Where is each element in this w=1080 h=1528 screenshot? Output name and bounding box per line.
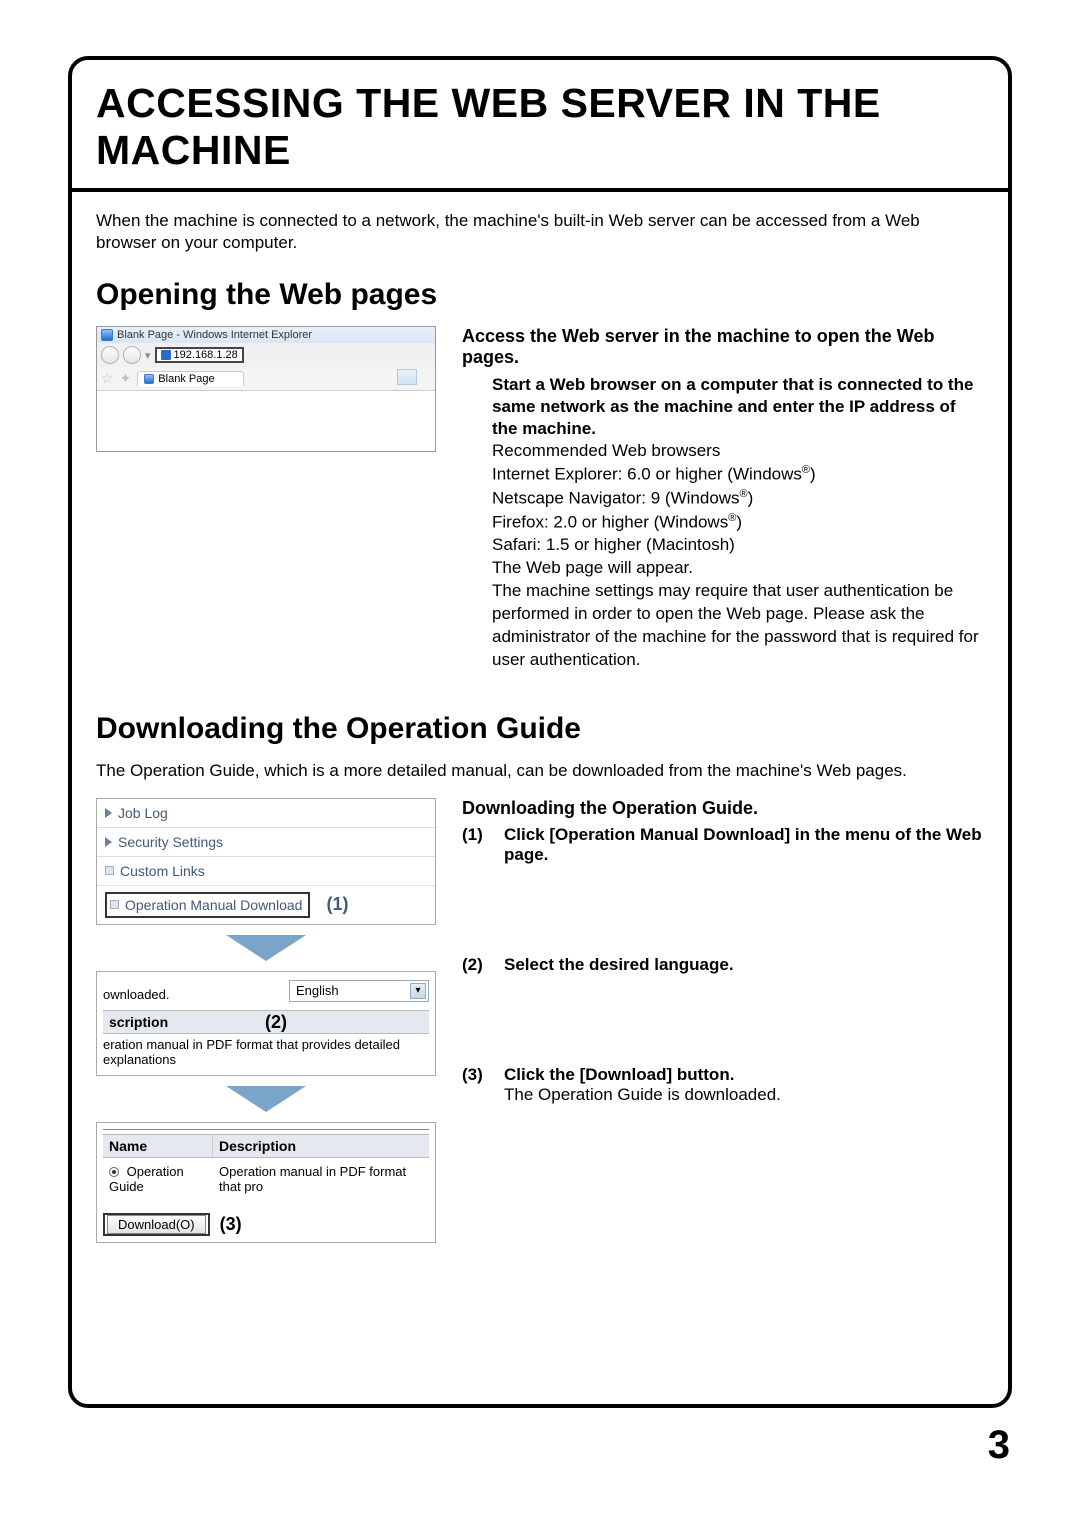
section2-lead: Downloading the Operation Guide. [462, 798, 984, 819]
fav-star-icon[interactable]: ☆ [101, 370, 114, 387]
numbered-steps: (1) Click [Operation Manual Download] in… [462, 825, 984, 1105]
ie-small-icon [161, 350, 171, 360]
step-3: (3) Click the [Download] button. The Ope… [462, 1065, 984, 1105]
browser-title-bar: Blank Page - Windows Internet Explorer [97, 327, 435, 343]
page-number: 3 [988, 1423, 1010, 1468]
lang-desc-text: eration manual in PDF format that provid… [103, 1034, 429, 1069]
row-name: Operation Guide [109, 1164, 184, 1194]
step-bold: Start a Web browser on a computer that i… [492, 374, 984, 440]
nav-sep: ▾ [145, 349, 151, 362]
step-text: Select the desired language. [504, 955, 984, 975]
menu-label: Job Log [118, 805, 168, 821]
step-num: (3) [462, 1065, 492, 1105]
ip-address: 192.168.1.28 [174, 349, 238, 361]
main-title: ACCESSING THE WEB SERVER IN THE MACHINE [96, 80, 984, 174]
section2-heading: Downloading the Operation Guide [96, 712, 984, 746]
intro-paragraph: When the machine is connected to a netwo… [96, 210, 984, 254]
nav-forward-button[interactable] [123, 346, 141, 364]
step-text: Click the [Download] button. The Operati… [504, 1065, 984, 1105]
browser-rec-4: Safari: 1.5 or higher (Macintosh) [492, 534, 984, 557]
web-menu: Job Log Security Settings Custom Links O… [96, 798, 436, 925]
rec-heading: Recommended Web browsers [492, 440, 984, 463]
triangle-icon [105, 808, 112, 818]
browser-address-bar: ▾ 192.168.1.28 [97, 343, 435, 367]
square-icon [110, 900, 119, 909]
section2-two-col: Job Log Security Settings Custom Links O… [96, 798, 984, 1243]
page-frame: ACCESSING THE WEB SERVER IN THE MACHINE … [68, 56, 1012, 1408]
row-desc: Operation manual in PDF format that pro [213, 1161, 429, 1197]
download-panel: Name Description Operation Guide Operati… [96, 1122, 436, 1243]
section1-heading: Opening the Web pages [96, 278, 984, 312]
ie-icon [144, 374, 154, 384]
section1-details: Start a Web browser on a computer that i… [492, 374, 984, 672]
address-box[interactable]: 192.168.1.28 [155, 347, 244, 363]
step-2: (2) Select the desired language. [462, 955, 984, 975]
square-icon [105, 866, 114, 875]
lang-header-row: scription (2) [103, 1010, 429, 1034]
dl-table-row: Operation Guide Operation manual in PDF … [103, 1158, 429, 1197]
step-num: (2) [462, 955, 492, 975]
col-name: Name [103, 1135, 213, 1157]
callout-2: (2) [265, 1012, 287, 1033]
row-name-cell: Operation Guide [103, 1161, 213, 1197]
step-1: (1) Click [Operation Manual Download] in… [462, 825, 984, 865]
browser-rec-3: Firefox: 2.0 or higher (Windows®) [492, 511, 984, 535]
lang-header-text: scription [109, 1014, 168, 1030]
download-highlight: Download(O) [103, 1213, 210, 1236]
col-desc: Description [213, 1135, 429, 1157]
browser-rec-2: Netscape Navigator: 9 (Windows®) [492, 487, 984, 511]
toolbar-button[interactable] [397, 369, 417, 385]
menu-security[interactable]: Security Settings [97, 828, 435, 857]
step-num: (1) [462, 825, 492, 865]
section2-intro: The Operation Guide, which is a more det… [96, 760, 984, 782]
menu-job-log[interactable]: Job Log [97, 799, 435, 828]
menu-label: Operation Manual Download [125, 897, 302, 913]
triangle-icon [105, 837, 112, 847]
section1-left: Blank Page - Windows Internet Explorer ▾… [96, 326, 436, 672]
arrow-down-icon [226, 935, 306, 961]
lang-partial-text: ownloaded. [103, 987, 170, 1002]
menu-op-manual-highlight[interactable]: Operation Manual Download [105, 892, 310, 918]
section1-right: Access the Web server in the machine to … [462, 326, 984, 672]
browser-tab[interactable]: Blank Page [137, 371, 243, 386]
section1-two-col: Blank Page - Windows Internet Explorer ▾… [96, 326, 984, 672]
title-box: ACCESSING THE WEB SERVER IN THE MACHINE [72, 60, 1008, 192]
dl-button-row: Download(O) (3) [103, 1213, 429, 1236]
step-text: Click [Operation Manual Download] in the… [504, 825, 984, 865]
callout-1: (1) [326, 894, 348, 915]
menu-op-manual-row: Operation Manual Download (1) [97, 886, 435, 924]
callout-3: (3) [220, 1214, 242, 1235]
section2-right: Downloading the Operation Guide. (1) Cli… [462, 798, 984, 1243]
line-appear: The Web page will appear. [492, 557, 984, 580]
browser-content [97, 391, 435, 451]
language-select[interactable]: English ▾ [289, 980, 429, 1002]
browser-title-text: Blank Page - Windows Internet Explorer [117, 329, 312, 341]
browser-tab-bar: ☆ ✦ Blank Page [97, 367, 435, 391]
cut-line [103, 1129, 429, 1130]
language-value: English [296, 983, 339, 998]
download-button[interactable]: Download(O) [107, 1215, 206, 1234]
radio-selected[interactable] [109, 1167, 119, 1177]
step-sub: The Operation Guide is downloaded. [504, 1085, 984, 1105]
body-area: When the machine is connected to a netwo… [72, 192, 1008, 1267]
menu-label: Security Settings [118, 834, 223, 850]
dl-table-head: Name Description [103, 1134, 429, 1158]
lang-top-row: ownloaded. English ▾ [103, 980, 429, 1002]
menu-custom-links[interactable]: Custom Links [97, 857, 435, 886]
nav-back-button[interactable] [101, 346, 119, 364]
section1-lead: Access the Web server in the machine to … [462, 326, 984, 368]
browser-rec-1: Internet Explorer: 6.0 or higher (Window… [492, 463, 984, 487]
fav-add-icon[interactable]: ✦ [120, 370, 132, 387]
arrow-down-icon [226, 1086, 306, 1112]
ie-icon [101, 329, 113, 341]
section2-left: Job Log Security Settings Custom Links O… [96, 798, 436, 1243]
line-auth: The machine settings may require that us… [492, 580, 984, 672]
chevron-down-icon: ▾ [410, 983, 426, 999]
menu-label: Custom Links [120, 863, 205, 879]
tab-label: Blank Page [158, 373, 214, 385]
language-panel: ownloaded. English ▾ scription (2) erati… [96, 971, 436, 1076]
browser-mock: Blank Page - Windows Internet Explorer ▾… [96, 326, 436, 452]
